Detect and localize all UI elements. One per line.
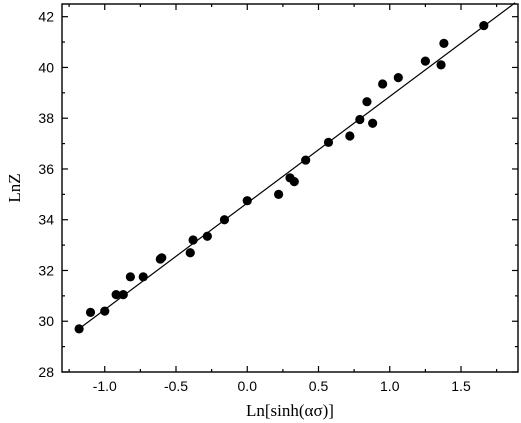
y-tick-label: 32 — [38, 262, 54, 278]
data-point — [157, 253, 167, 263]
y-tick-label: 28 — [38, 364, 54, 380]
x-tick-label: 1.0 — [380, 378, 400, 394]
data-point — [138, 272, 148, 282]
x-tick-label: -1.0 — [93, 378, 117, 394]
x-tick-label: 0.0 — [238, 378, 258, 394]
data-point — [219, 215, 230, 225]
data-point — [242, 196, 252, 206]
data-point — [301, 155, 311, 165]
data-point — [274, 189, 284, 199]
plot-border — [61, 3, 519, 373]
data-points — [74, 20, 489, 334]
plot-frame — [61, 3, 519, 373]
y-tick-label: 36 — [38, 161, 54, 177]
data-point — [439, 38, 449, 48]
data-point — [420, 56, 430, 66]
data-point — [111, 289, 121, 300]
y-axis-title: LnZ — [5, 173, 24, 202]
y-tick-label: 30 — [38, 313, 54, 329]
x-tick-label: -0.5 — [164, 378, 188, 394]
x-axis-ticks: -1.0 -0.5 0.0 0.5 1.0 1.5 — [68, 4, 498, 394]
y-tick-label: 38 — [38, 110, 54, 126]
data-point — [125, 272, 135, 282]
y-axis-ticks: 28 30 32 34 36 38 40 42 — [38, 9, 518, 380]
data-point — [355, 114, 365, 125]
data-point — [74, 324, 84, 334]
x-axis-title: Ln[sinh(ασ)] — [246, 401, 334, 420]
linear-fit-line — [75, 2, 516, 332]
data-point — [436, 60, 446, 70]
data-point — [362, 97, 372, 107]
data-point — [100, 306, 110, 316]
data-point — [323, 137, 334, 147]
data-point — [185, 248, 195, 258]
y-tick-label: 40 — [38, 59, 54, 75]
data-point — [188, 235, 198, 245]
x-tick-label: 1.5 — [451, 378, 471, 394]
y-tick-label: 34 — [38, 212, 54, 228]
data-point — [479, 20, 489, 31]
x-tick-label: 0.5 — [309, 378, 329, 394]
data-point — [85, 307, 96, 317]
fit-line-layer — [75, 2, 516, 332]
data-point — [202, 231, 212, 241]
data-point — [368, 118, 378, 128]
data-point — [289, 177, 299, 187]
data-point — [378, 79, 388, 89]
y-tick-label: 42 — [38, 9, 54, 25]
data-point — [393, 73, 403, 83]
data-point — [345, 131, 355, 141]
data-point — [118, 289, 128, 300]
